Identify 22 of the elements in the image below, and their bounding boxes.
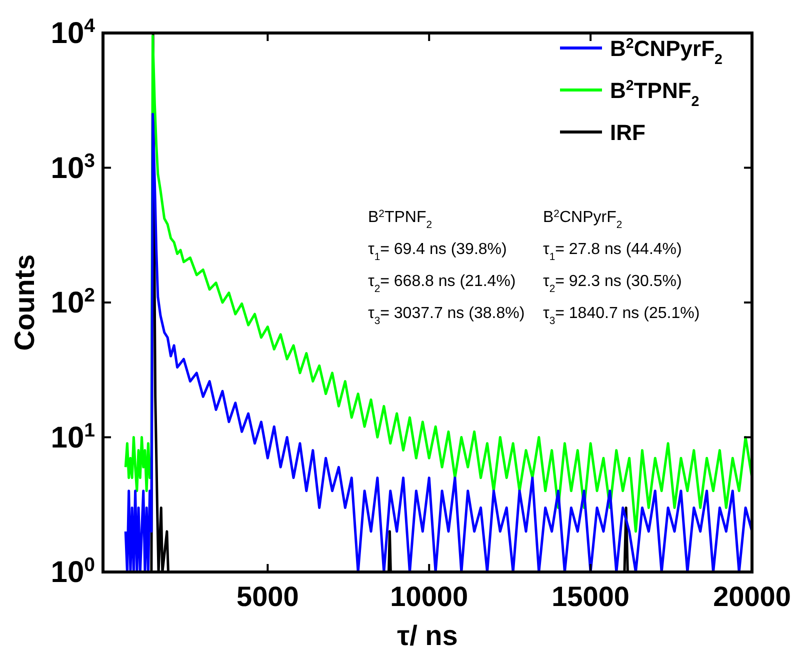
y-tick-label: 10$^{3}$ [50,150,96,185]
x-axis-title: τ/ ns [397,620,458,651]
y-tick-label: 10$^{0}$ [50,554,96,589]
y-tick-label: 10$^{1}$ [50,419,96,454]
annotation: τ$_{3}$= 3037.7 ns (38.8%) [368,305,525,326]
legend-label: B$^{2}$CNPyrF$_{2}$ [610,36,723,68]
annotation: τ$_{1}$= 27.8 ns (44.4%) [543,241,682,262]
y-axis-title: Counts [9,254,40,351]
annotation: B$^{2}$CNPyrF$_{2}$ [543,208,622,230]
legend-label: IRF [610,120,646,145]
x-tick-label: 20000 [713,581,791,612]
annotation: τ$_{3}$= 1840.7 ns (25.1%) [543,305,700,326]
x-tick-label: 5000 [236,581,299,612]
x-tick-label: 15000 [552,581,630,612]
y-tick-label: 10$^{4}$ [50,15,96,50]
x-tick-label: 10000 [390,581,468,612]
y-tick-label: 10$^{2}$ [50,284,96,320]
annotation: τ$_{2}$= 668.8 ns (21.4%) [368,273,516,294]
annotation: τ$_{2}$= 92.3 ns (30.5%) [543,273,682,294]
annotation: τ$_{1}$= 69.4 ns (39.8%) [368,241,507,262]
legend-label: B$^{2}$TPNF$_{2}$ [610,78,700,110]
annotation: B$^{2}$TPNF$_{2}$ [368,208,432,230]
